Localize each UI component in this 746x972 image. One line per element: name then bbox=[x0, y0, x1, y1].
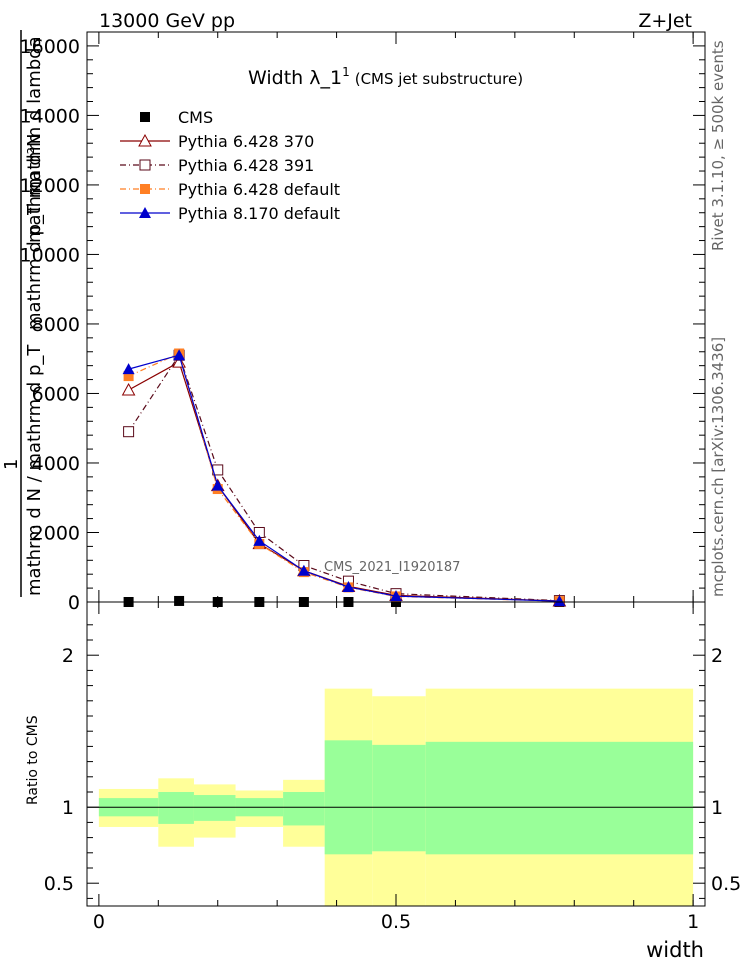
series-2-point-0 bbox=[123, 426, 135, 438]
series-4-point-7 bbox=[553, 595, 566, 607]
ratio-y-label: Ratio to CMS bbox=[25, 715, 41, 805]
ratio-ytick-label-right-0: 0.5 bbox=[711, 873, 741, 895]
legend-label-0: CMS bbox=[178, 108, 213, 127]
series-1-point-0 bbox=[121, 382, 136, 396]
ratio-bands bbox=[98, 688, 694, 906]
xtick-label-0: 0 bbox=[93, 911, 105, 933]
header-left: 13000 GeV pp bbox=[99, 10, 235, 32]
main-ytick-label-1: 2000 bbox=[32, 522, 80, 544]
series-4-point-5 bbox=[342, 581, 355, 593]
series-4-point-3 bbox=[253, 534, 266, 546]
series-line-4 bbox=[128, 354, 560, 602]
series-4-point-4 bbox=[297, 564, 310, 576]
ratio-band-green-1 bbox=[158, 792, 194, 824]
y-label-one: 1 bbox=[1, 459, 22, 470]
ratio-band-green-2 bbox=[193, 795, 236, 821]
legend: CMS Pythia 6.428 370 Pythia 6.428 391 Pythi… bbox=[120, 108, 340, 223]
chart-title-main: Width λ_1 bbox=[248, 67, 342, 89]
main-ytick-label-7: 14000 bbox=[20, 105, 80, 127]
ratio-ytick-label-1: 1 bbox=[62, 797, 74, 819]
ratio-ytick-label-right-1: 1 bbox=[711, 797, 723, 819]
main-ytick-label-4: 8000 bbox=[32, 314, 80, 336]
legend-label-1: Pythia 6.428 370 bbox=[178, 132, 314, 151]
analysis-watermark: CMS_2021_I1920187 bbox=[324, 560, 460, 575]
chart-title: Width λ_11 (CMS jet substructure) bbox=[248, 65, 523, 89]
main-axes: 0 2000 4000 6000 8000 10000 12000 14000 16000 bbox=[20, 31, 706, 614]
ratio-ytick-label-2: 2 bbox=[62, 645, 74, 667]
main-ytick-label-0: 0 bbox=[68, 592, 80, 614]
series-4-point-1 bbox=[173, 349, 186, 361]
ratio-ytick-label-0: 0.5 bbox=[44, 873, 74, 895]
main-ytick-label-5: 10000 bbox=[20, 244, 80, 266]
ratio-band-green-7 bbox=[425, 741, 694, 855]
series-0-point-1 bbox=[174, 595, 185, 606]
legend-label-4: Pythia 8.170 default bbox=[178, 204, 340, 223]
legend-label-2: Pythia 6.428 391 bbox=[178, 156, 314, 175]
chart-title-sup: 1 bbox=[342, 65, 350, 79]
chart-title-sub: (CMS jet substructure) bbox=[355, 70, 523, 88]
ratio-band-green-5 bbox=[324, 740, 373, 855]
header-right: Z+Jet bbox=[638, 10, 692, 32]
series-4-point-6 bbox=[390, 590, 402, 602]
main-ytick-label-3: 6000 bbox=[32, 383, 80, 405]
legend-marker-1 bbox=[138, 133, 152, 147]
legend-marker-0 bbox=[140, 112, 150, 122]
main-ytick-label-6: 12000 bbox=[20, 175, 80, 197]
legend-marker-4 bbox=[139, 207, 151, 218]
xtick-label-2: 1 bbox=[687, 911, 699, 933]
legend-marker-2 bbox=[139, 159, 151, 171]
ratio-ytick-label-right-2: 2 bbox=[711, 645, 723, 667]
main-ytick-label-8: 16000 bbox=[20, 36, 80, 58]
xtick-label-1: 0.5 bbox=[381, 911, 411, 933]
y-label-numerator: mathrm d²N bbox=[24, 134, 45, 243]
ratio-band-green-6 bbox=[372, 744, 426, 852]
legend-label-3: Pythia 6.428 default bbox=[178, 180, 340, 199]
mcplots-label: mcplots.cern.ch [arXiv:1306.3436] bbox=[709, 337, 727, 597]
series-line-1 bbox=[128, 361, 560, 602]
series-3-point-0 bbox=[123, 371, 134, 382]
series-line-2 bbox=[128, 353, 560, 602]
y-label-numerator-den: mathrm d p_T mathrm d lambda bbox=[24, 36, 45, 330]
series-4-point-0 bbox=[122, 363, 135, 375]
main-y-label: mathrm d²N mathrm d p_T mathrm d lambda … bbox=[1, 30, 45, 597]
x-axis-label: width bbox=[646, 938, 704, 962]
series-4-point-2 bbox=[211, 479, 224, 491]
main-ytick-label-2: 4000 bbox=[32, 453, 80, 475]
ratio-axes: 0.5 0.5 1 1 2 2 0 0.5 1 bbox=[44, 601, 741, 933]
legend-marker-3 bbox=[140, 184, 150, 194]
y-label-denominator: mathrm d N / mathrm d p_T bbox=[24, 344, 45, 596]
ratio-band-green-4 bbox=[283, 792, 325, 826]
rivet-label: Rivet 3.1.10, ≥ 500k events bbox=[709, 40, 727, 251]
